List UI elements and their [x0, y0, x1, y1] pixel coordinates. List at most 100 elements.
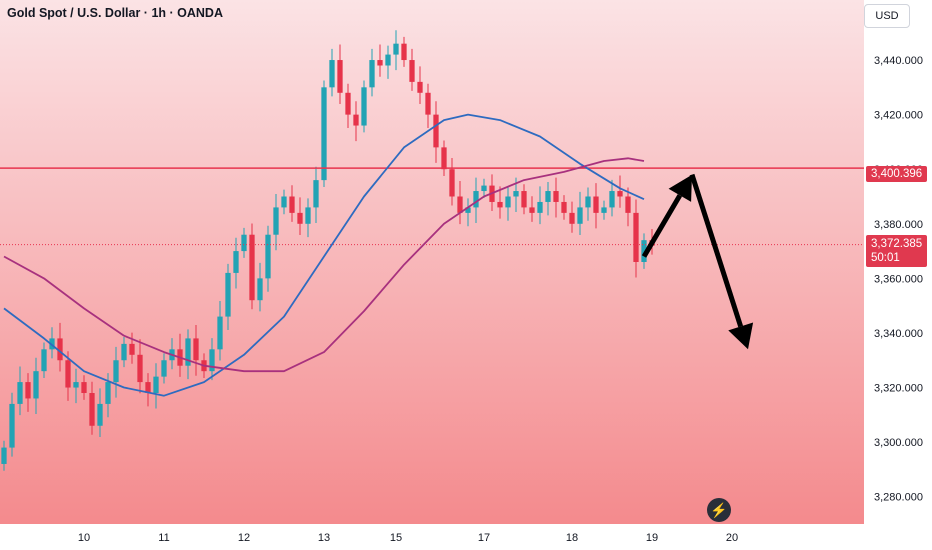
candle-body	[209, 349, 215, 372]
level-price-badge: 3,400.396	[866, 166, 928, 182]
candle-body	[249, 234, 255, 301]
candle-body	[105, 382, 111, 404]
projection-arrow-down-head	[728, 322, 754, 350]
candle-body	[625, 196, 631, 213]
candle-body	[393, 43, 399, 55]
candle-body	[193, 338, 199, 361]
candle-body	[289, 196, 295, 213]
time-scale-background	[0, 524, 864, 550]
projection-arrow-up-head	[668, 174, 692, 202]
bar-countdown: 50:01	[871, 252, 900, 264]
candle-body	[265, 234, 271, 279]
candle-body	[273, 207, 279, 235]
candle-body	[297, 212, 303, 224]
candle-body	[1, 447, 7, 464]
candle-body	[441, 147, 447, 170]
last-price-badge: 3,372.385 50:01	[866, 235, 928, 267]
candle-body	[521, 191, 527, 208]
candle-body	[353, 114, 359, 126]
candle-body	[73, 382, 79, 388]
candle-body	[153, 376, 159, 393]
candle-body	[57, 338, 63, 361]
candle-body	[401, 43, 407, 61]
candle-body	[161, 360, 167, 377]
time-tick-label: 12	[238, 532, 250, 544]
candle-body	[641, 240, 647, 262]
candle-body	[577, 207, 583, 224]
candle-body	[41, 349, 47, 372]
candle-body	[593, 196, 599, 213]
candle-body	[97, 403, 103, 426]
time-tick-label: 18	[566, 532, 578, 544]
time-scale: 10 11 12 13 15 17 18 19 20	[78, 532, 738, 544]
candle-body	[361, 87, 367, 126]
price-tick-label: 3,280.000	[874, 492, 923, 504]
candle-body	[313, 180, 319, 208]
candle-body	[601, 207, 607, 213]
price-scale-background	[864, 0, 932, 550]
price-tick-label: 3,300.000	[874, 437, 923, 449]
candle-body	[385, 54, 391, 66]
candle-body	[449, 169, 455, 197]
time-tick-label: 13	[318, 532, 330, 544]
candle-body	[569, 212, 575, 224]
price-tick-label: 3,440.000	[874, 55, 923, 67]
candle-body	[617, 191, 623, 197]
last-price-value: 3,372.385	[871, 238, 923, 250]
candle-body	[513, 191, 519, 197]
moving-average-fast	[3, 113, 645, 397]
candle-body	[345, 92, 351, 115]
candle-body	[369, 60, 375, 88]
price-tick-label: 3,320.000	[874, 383, 923, 395]
candle-body	[561, 201, 567, 213]
candle-body	[129, 343, 135, 355]
candle-body	[553, 191, 559, 202]
price-scale: 3,440.0003,420.0003,400.0003,380.0003,36…	[874, 55, 923, 504]
candle-body	[545, 191, 551, 202]
candle-body	[481, 185, 487, 192]
candle-body	[121, 343, 127, 361]
candle-body	[465, 207, 471, 213]
candles-layer	[1, 30, 655, 471]
candle-body	[81, 382, 87, 393]
candle-body	[281, 196, 287, 208]
candle-body	[497, 201, 503, 208]
candle-body	[217, 316, 223, 350]
time-tick-label: 15	[390, 532, 402, 544]
candle-body	[321, 87, 327, 181]
candle-body	[433, 114, 439, 148]
candle-body	[585, 196, 591, 208]
currency-selector[interactable]: USD	[864, 4, 910, 28]
candle-body	[137, 354, 143, 383]
candle-body	[377, 60, 383, 66]
candle-body	[225, 272, 231, 317]
price-tick-label: 3,380.000	[874, 219, 923, 231]
flash-icon[interactable]: ⚡	[707, 498, 731, 522]
candle-body	[425, 92, 431, 115]
candle-body	[17, 382, 23, 404]
candle-body	[529, 207, 535, 213]
candle-body	[473, 191, 479, 208]
time-tick-label: 20	[726, 532, 738, 544]
candle-body	[257, 278, 263, 301]
candle-body	[113, 360, 119, 383]
candle-body	[417, 81, 423, 93]
candle-body	[633, 212, 639, 262]
overlays-layer	[0, 113, 864, 397]
candle-body	[537, 201, 543, 213]
candle-body	[233, 251, 239, 273]
time-tick-label: 10	[78, 532, 90, 544]
price-tick-label: 3,340.000	[874, 328, 923, 340]
candle-body	[505, 196, 511, 208]
price-tick-label: 3,360.000	[874, 273, 923, 285]
moving-average-slow	[3, 157, 645, 373]
chart-title: Gold Spot / U.S. Dollar · 1h · OANDA	[7, 6, 223, 20]
candle-body	[9, 403, 15, 448]
candle-body	[145, 382, 151, 393]
price-tick-label: 3,420.000	[874, 110, 923, 122]
plot-background	[0, 0, 864, 524]
candle-body	[609, 191, 615, 208]
candle-body	[89, 393, 95, 426]
